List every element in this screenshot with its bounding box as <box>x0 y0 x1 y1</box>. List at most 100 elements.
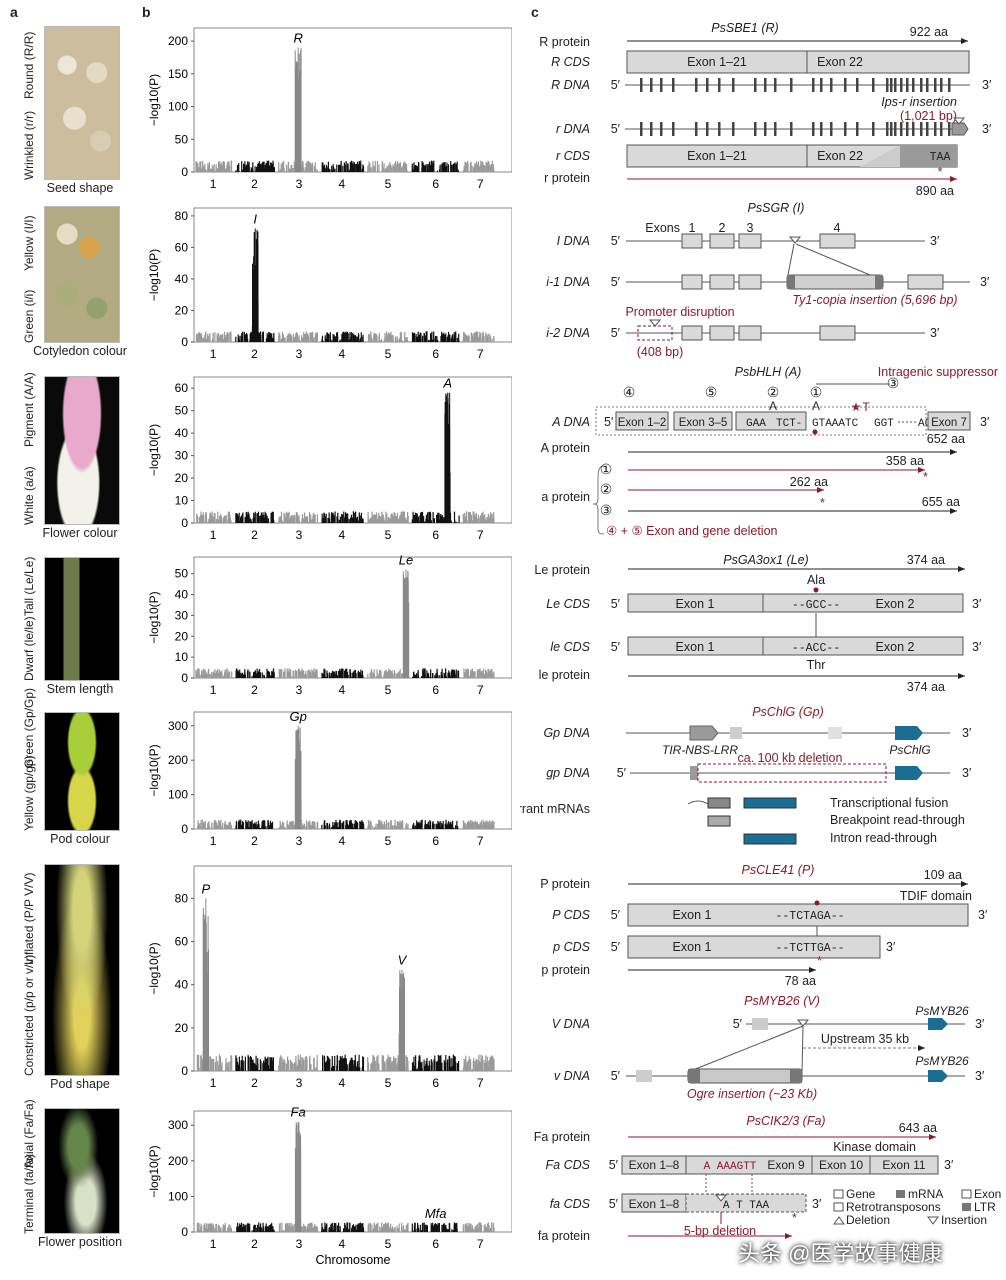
exon-tick <box>640 122 643 136</box>
legend-gene-swatch <box>833 1189 844 1199</box>
p-mut-exon-label: Exon 1 <box>673 940 712 954</box>
le-mut-exon-1-label: Exon 1 <box>676 640 715 654</box>
mrna-label-3: Intron read-through <box>830 831 937 845</box>
i-dna-3prime: 3′ <box>930 234 940 248</box>
fa-exon-1-8-label: Exon 1–8 <box>629 1158 680 1172</box>
x-tick-label: 4 <box>339 528 346 542</box>
a-exon-3-5 <box>673 411 733 431</box>
chromosome-points-1 <box>196 1222 233 1232</box>
p-row-label-2: p CDS <box>552 940 590 954</box>
v-mut-psmyb26-gene <box>928 1070 948 1082</box>
fa-row-label-1: Fa CDS <box>546 1158 591 1172</box>
x-tick-label: 5 <box>385 1076 392 1090</box>
ty1-ltr-left <box>787 275 795 289</box>
exon-tick <box>872 122 875 136</box>
chromosome-points-7 <box>463 668 495 678</box>
gp-3prime: 3′ <box>962 726 972 740</box>
a-dna-5prime: 5′ <box>604 415 614 429</box>
y-tick-label: 100 <box>168 788 188 802</box>
trait-genotype-bottom-5: Yellow (gp/gp) <box>22 755 36 831</box>
chromosome-points-1 <box>196 511 232 523</box>
r-row-label-4: r CDS <box>556 149 591 163</box>
exon-tick <box>856 78 859 92</box>
fa-row-label-3: fa protein <box>538 1229 590 1243</box>
y-tick-label: 80 <box>175 209 189 223</box>
trait-photo-6 <box>44 864 120 1076</box>
x-tick-label: 4 <box>339 683 346 697</box>
x-tick-label: 3 <box>296 1076 303 1090</box>
y-tick-label: 50 <box>175 567 189 581</box>
exon-tick <box>856 122 859 136</box>
ogre-insertion-block <box>687 1068 803 1084</box>
gp-deletion-box <box>697 763 887 783</box>
exon-tick <box>948 122 951 136</box>
r-insertion-label: Ips-r insertion <box>881 95 957 109</box>
panel-c-gene-diagrams: PsSBE1 (R) 922 aa R protein R CDS Exon 1… <box>520 21 1001 1243</box>
x-tick-label: 6 <box>432 528 439 542</box>
a-deletion-label: ④ + ⑤ Exon and gene deletion <box>606 524 778 538</box>
legend-insertion-icon <box>927 1216 939 1225</box>
exon-tick <box>754 78 757 92</box>
a-exon-1-2-label: Exon 1–2 <box>618 417 667 429</box>
exon-tick <box>920 78 923 92</box>
a-letter-a1: A <box>812 399 820 413</box>
v-projection-left <box>687 1025 804 1073</box>
exon-tick <box>672 122 675 136</box>
i-row-label-1: i-1 DNA <box>546 275 590 289</box>
manhattan-plot-1: 0 50 100 150 200 −log10(P) R 1 2 3 4 5 6 7 <box>147 27 512 191</box>
y-tick-label: 40 <box>175 272 189 286</box>
le-aa-top: 374 aa <box>907 553 945 567</box>
r-insertion-size: (1,021 bp) <box>900 109 957 123</box>
chromosome-points-7 <box>462 819 495 829</box>
y-tick-label: 0 <box>181 1064 188 1078</box>
p-exon-1-label: Exon 1 <box>673 908 712 922</box>
chromosome-points-4 <box>321 511 364 523</box>
exon-tick <box>732 122 735 136</box>
x-tick-label: 3 <box>296 528 303 542</box>
y-tick-label: 50 <box>175 132 189 146</box>
a-letter-t: T <box>862 400 870 414</box>
r-cds-exon-b <box>806 50 970 74</box>
p-cds-3prime: 3′ <box>978 908 988 922</box>
gp-feature-2 <box>828 727 842 739</box>
mrna-1-block-a <box>707 797 731 809</box>
ty1-ltr-right <box>875 275 883 289</box>
le-cds-3prime: 3′ <box>972 597 982 611</box>
exon-tick <box>912 122 915 136</box>
y-tick-label: 20 <box>175 303 189 317</box>
p-mut-5prime: 5′ <box>611 940 621 954</box>
fa-exon-11-label: Exon 11 <box>882 1158 925 1172</box>
p-seq-top: --TCTAGA-- <box>775 910 844 923</box>
panel-letter-c: c <box>531 4 539 20</box>
exon-tick <box>890 78 893 92</box>
a-seq-ggt: GGT <box>874 418 894 430</box>
le-aa-ala: Ala <box>807 573 825 587</box>
tir-nbs-lrr-gene <box>689 725 719 741</box>
y-tick-label: 0 <box>181 335 188 349</box>
trait-caption-7: Flower position <box>37 1235 123 1249</box>
x-tick-label: 3 <box>296 177 303 191</box>
peak-label-Fa: Fa <box>291 1105 306 1120</box>
exon-tick <box>660 78 663 92</box>
p-row-label-0: P protein <box>540 877 590 891</box>
peak-label-Gp: Gp <box>289 709 306 724</box>
chromosome-points-6 <box>411 511 460 523</box>
x-tick-label: 7 <box>477 528 484 542</box>
peak-label-Le: Le <box>399 553 413 568</box>
fa-deletion-label: 5-bp deletion <box>684 1224 756 1238</box>
v-3prime: 3′ <box>975 1017 985 1031</box>
fa-deletion-triangle <box>714 1194 728 1202</box>
gp-mut-pschlg-gene <box>895 766 923 780</box>
x-tick-label: 5 <box>385 528 392 542</box>
x-tick-label: 2 <box>251 683 258 697</box>
v-mut-5prime: 5′ <box>611 1069 621 1083</box>
trait-caption-2: Cotyledon colour <box>33 344 127 358</box>
x-tick-label: 2 <box>251 177 258 191</box>
plot-frame <box>193 1110 512 1233</box>
legend-insertion: Insertion <box>941 1213 987 1227</box>
trait-photo-4 <box>44 557 120 681</box>
x-tick-label: 5 <box>385 834 392 848</box>
chromosome-points-2 <box>235 160 275 172</box>
chromosome-points-3 <box>278 511 318 523</box>
exon-tick <box>912 78 915 92</box>
